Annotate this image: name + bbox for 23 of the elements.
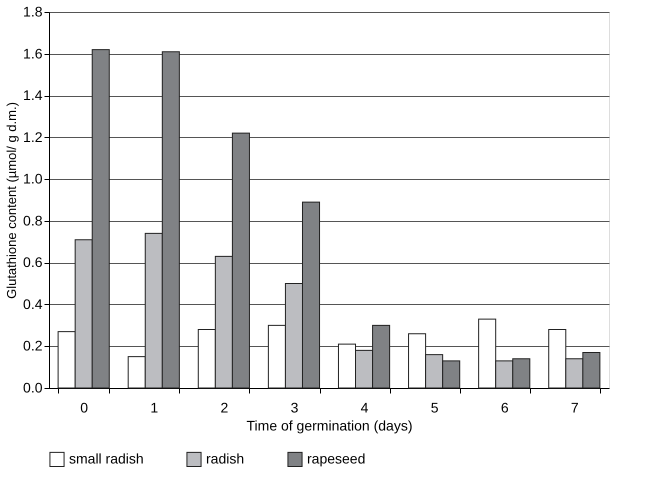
x-tick-label: 0 xyxy=(80,400,88,416)
x-tick-label: 4 xyxy=(360,400,369,416)
legend-label: small radish xyxy=(69,450,144,466)
legend-label: rapeseed xyxy=(307,450,366,466)
y-tick-label: 1.4 xyxy=(23,87,43,104)
y-tick-label: 0.4 xyxy=(23,296,43,312)
y-axis-title: Glutathione content (µmol/ g d.m.) xyxy=(4,102,20,299)
y-tick-label: 0.0 xyxy=(23,380,43,396)
y-tick-label: 1.2 xyxy=(23,128,43,145)
x-tick-label: 3 xyxy=(290,400,299,416)
y-tick-label: 0.8 xyxy=(23,212,43,228)
x-tick-label: 5 xyxy=(430,400,439,416)
x-tick-label: 1 xyxy=(150,400,158,416)
y-tick-label: 0.2 xyxy=(23,338,43,354)
x-tick-label: 2 xyxy=(220,400,228,416)
x-tick-label: 6 xyxy=(500,400,509,416)
y-tick-label: 1.8 xyxy=(23,4,43,20)
x-tick-label: 7 xyxy=(570,400,579,416)
y-tick-label: 1.6 xyxy=(23,45,43,62)
y-tick-label: 0.6 xyxy=(23,254,43,270)
x-axis-title: Time of germination (days) xyxy=(246,418,412,434)
legend-label: radish xyxy=(206,450,244,466)
y-tick-label: 1.0 xyxy=(23,170,43,187)
